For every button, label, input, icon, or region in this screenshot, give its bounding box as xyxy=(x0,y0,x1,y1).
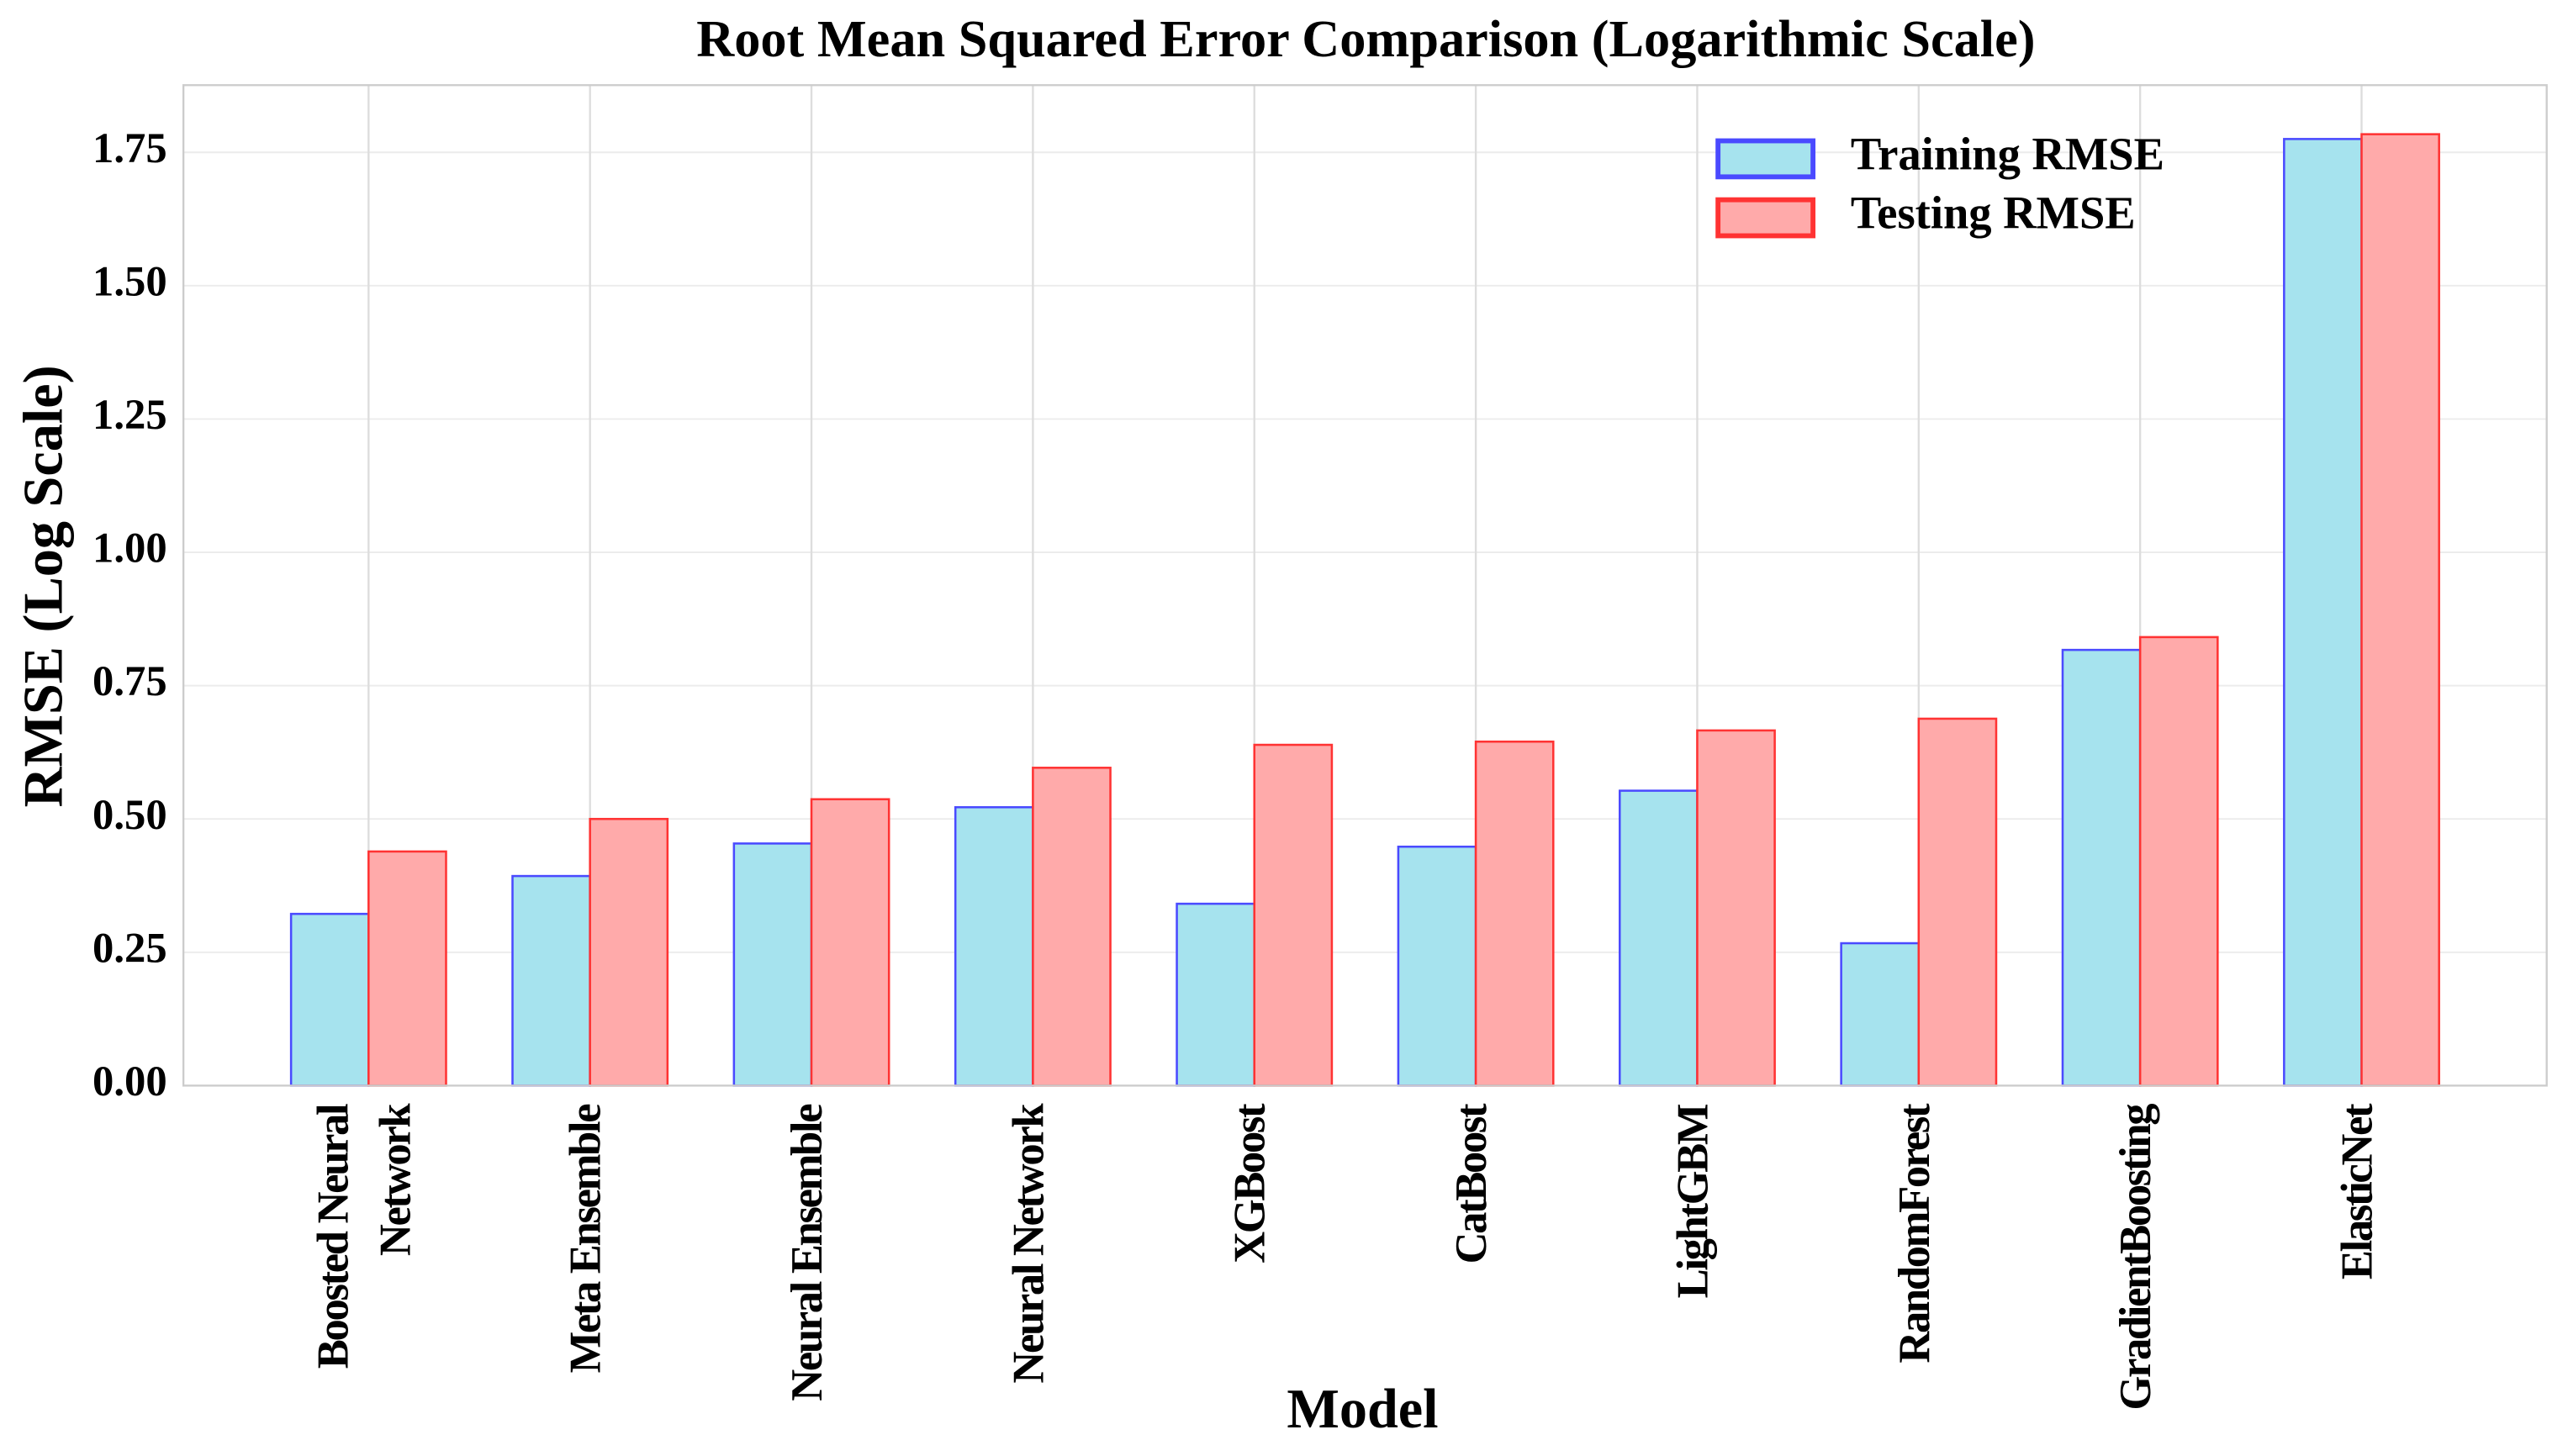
legend-label: Training RMSE xyxy=(1851,128,2164,179)
y-tick-label: 0.75 xyxy=(92,657,167,704)
bar xyxy=(589,817,669,1087)
bar xyxy=(732,842,813,1087)
bar xyxy=(2283,138,2363,1087)
y-tick-label: 1.25 xyxy=(92,391,167,438)
bar xyxy=(2138,636,2219,1087)
bar xyxy=(367,850,447,1087)
bar xyxy=(1253,743,1334,1087)
x-tick-label: GradientBoosting xyxy=(2111,1104,2160,1411)
chart-title: Root Mean Squared Error Comparison (Loga… xyxy=(696,10,2035,68)
x-tick-label: Boosted Neural Network xyxy=(309,1103,420,1369)
x-tick-label: Neural Network xyxy=(1004,1103,1053,1384)
bar xyxy=(2360,133,2440,1087)
plot-frame xyxy=(182,84,2548,1087)
bar xyxy=(954,805,1034,1087)
y-tick-label: 0.00 xyxy=(92,1058,167,1105)
x-tick-label: Neural Ensemble xyxy=(783,1105,832,1401)
bar xyxy=(1840,942,1921,1087)
x-tick-label: ElasticNet xyxy=(2333,1103,2382,1279)
bar xyxy=(511,874,591,1087)
x-tick-label: XGBoost xyxy=(1226,1103,1275,1263)
y-tick-label: 1.75 xyxy=(92,124,167,171)
x-axis-label: Model xyxy=(1287,1379,1438,1440)
bar xyxy=(1917,717,1998,1087)
bar xyxy=(1619,789,1699,1087)
x-tick-label: LightGBM xyxy=(1669,1104,1718,1298)
bar xyxy=(1474,740,1555,1087)
bar xyxy=(1032,767,1112,1087)
y-tick-label: 0.50 xyxy=(92,791,167,838)
y-axis-label: RMSE (Log Scale) xyxy=(13,365,75,807)
bar xyxy=(1176,902,1255,1087)
bar xyxy=(1696,729,1776,1087)
legend-label: Testing RMSE xyxy=(1851,187,2136,239)
y-tick-label: 0.25 xyxy=(92,924,167,971)
x-tick-label: CatBoost xyxy=(1447,1103,1496,1264)
bar xyxy=(2061,648,2142,1087)
y-tick-label: 1.00 xyxy=(92,525,167,572)
x-tick-label: Meta Ensemble xyxy=(562,1105,610,1374)
x-tick-label: RandomForest xyxy=(1890,1103,1939,1364)
bar xyxy=(289,912,370,1087)
y-tick-label: 1.50 xyxy=(92,257,167,304)
legend-swatch xyxy=(1715,138,1816,180)
bar xyxy=(1397,845,1477,1087)
bar xyxy=(810,798,890,1087)
legend-swatch xyxy=(1715,197,1816,239)
